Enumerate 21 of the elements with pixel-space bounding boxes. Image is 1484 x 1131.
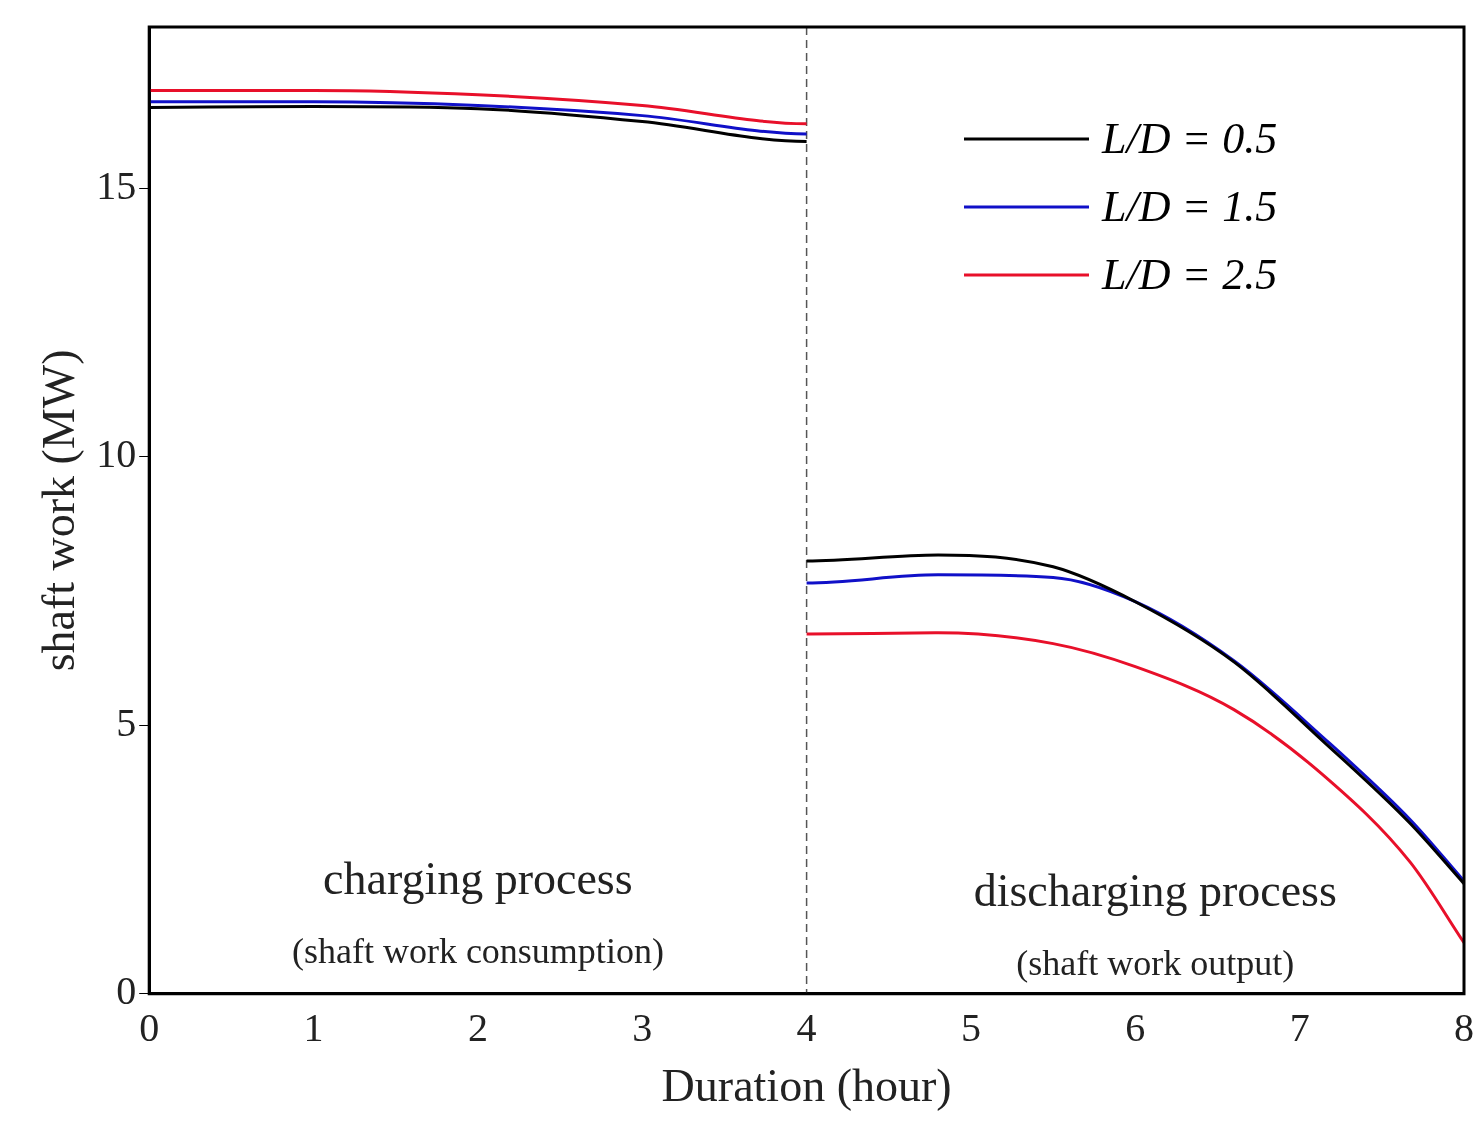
x-tick-label: 3 — [632, 1005, 653, 1051]
annotation: charging process — [323, 852, 633, 904]
y-tick-label: 5 — [116, 699, 137, 745]
annotation: (shaft work output) — [1016, 943, 1295, 984]
y-tick-label: 15 — [96, 162, 137, 208]
annotation: (shaft work consumption) — [291, 931, 664, 972]
x-tick-label: 8 — [1454, 1005, 1474, 1051]
x-tick-label: 5 — [960, 1005, 981, 1051]
x-tick-label: 4 — [796, 1005, 817, 1051]
legend-label: L/D = 0.5 — [1101, 113, 1278, 163]
y-tick-label: 0 — [116, 968, 137, 1014]
x-axis-title: Duration (hour) — [661, 1060, 952, 1112]
legend-label: L/D = 2.5 — [1101, 249, 1278, 299]
annotation: discharging process — [973, 864, 1337, 916]
legend-label: L/D = 1.5 — [1101, 181, 1278, 231]
x-tick-label: 1 — [303, 1005, 324, 1051]
y-axis-title: shaft work (MW) — [32, 349, 84, 672]
x-tick-label: 7 — [1289, 1005, 1310, 1051]
x-tick-label: 2 — [467, 1005, 488, 1051]
x-tick-label: 6 — [1125, 1005, 1146, 1051]
y-tick-label: 10 — [96, 431, 137, 477]
